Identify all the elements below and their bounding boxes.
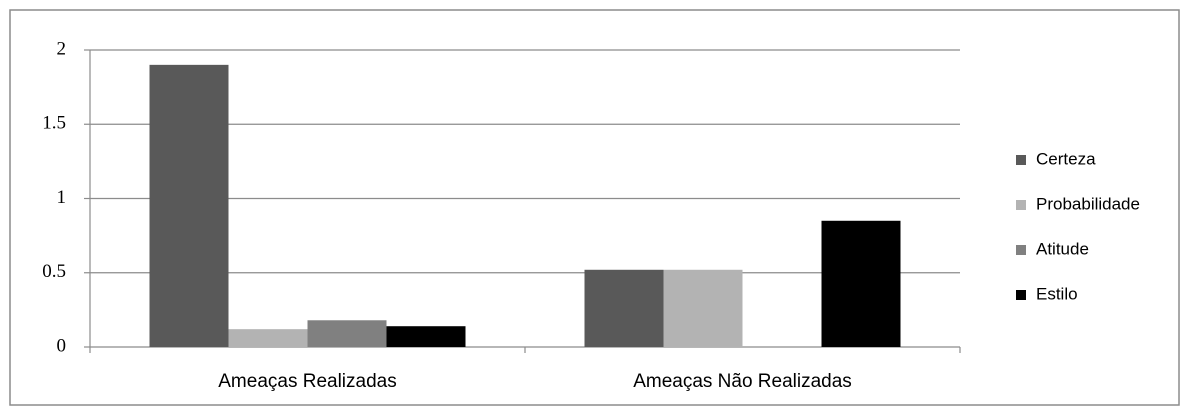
- bar: [386, 326, 466, 347]
- legend-swatch: [1016, 200, 1026, 210]
- legend-label: Probabilidade: [1036, 194, 1140, 213]
- x-tick-label: Ameaças Não Realizadas: [633, 371, 852, 392]
- legend-label: Estilo: [1036, 284, 1078, 303]
- legend-swatch: [1016, 245, 1026, 255]
- y-tick-label: 0.5: [42, 261, 66, 282]
- y-tick-label: 2: [57, 38, 67, 59]
- legend-swatch: [1016, 155, 1026, 165]
- bar: [663, 269, 743, 347]
- legend-label: Certeza: [1036, 149, 1096, 168]
- bar: [228, 329, 308, 347]
- legend-swatch: [1016, 290, 1026, 300]
- legend-label: Atitude: [1036, 239, 1089, 258]
- bar: [821, 220, 901, 347]
- y-tick-label: 1: [57, 187, 67, 208]
- y-tick-label: 1.5: [42, 113, 66, 134]
- bar: [307, 320, 387, 347]
- bar: [149, 64, 229, 347]
- y-tick-label: 0: [57, 335, 67, 356]
- bar: [584, 269, 664, 347]
- x-tick-label: Ameaças Realizadas: [218, 371, 396, 392]
